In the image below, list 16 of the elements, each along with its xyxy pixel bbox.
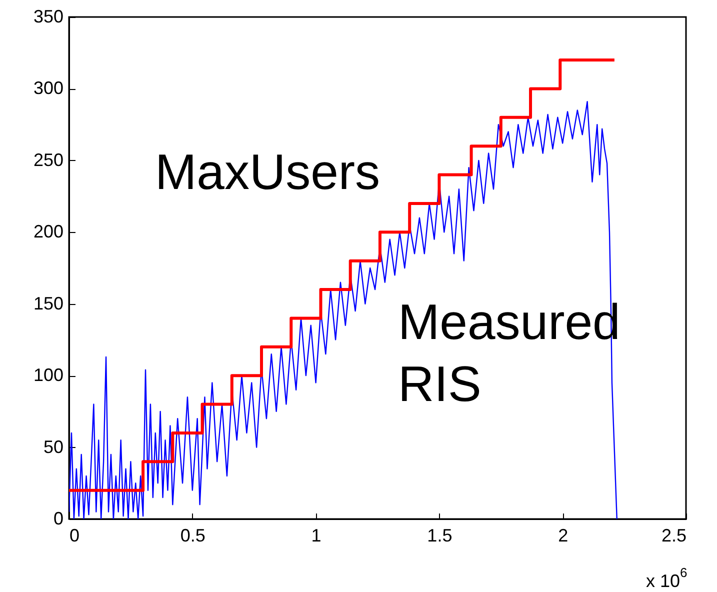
y-tick-label: 100	[33, 365, 64, 386]
x-tick-label: 0.5	[180, 526, 206, 546]
x-tick-label: 1	[311, 526, 322, 546]
x-tick-label: 2	[558, 526, 568, 546]
series-label: MaxUsers	[155, 144, 380, 200]
y-tick-label: 0	[53, 508, 64, 528]
x-tick-label: 2.5	[661, 526, 686, 546]
x-tick-label: 0	[70, 526, 80, 546]
y-tick-label: 350	[33, 6, 64, 26]
y-tick-label: 50	[43, 436, 64, 457]
y-tick-label: 150	[33, 293, 64, 314]
y-tick-label: 200	[33, 222, 64, 242]
line-series	[69, 101, 618, 519]
y-tick-label: 250	[33, 150, 64, 170]
y-tick-label: 300	[33, 78, 64, 98]
x-tick-label: 1.5	[427, 526, 452, 546]
